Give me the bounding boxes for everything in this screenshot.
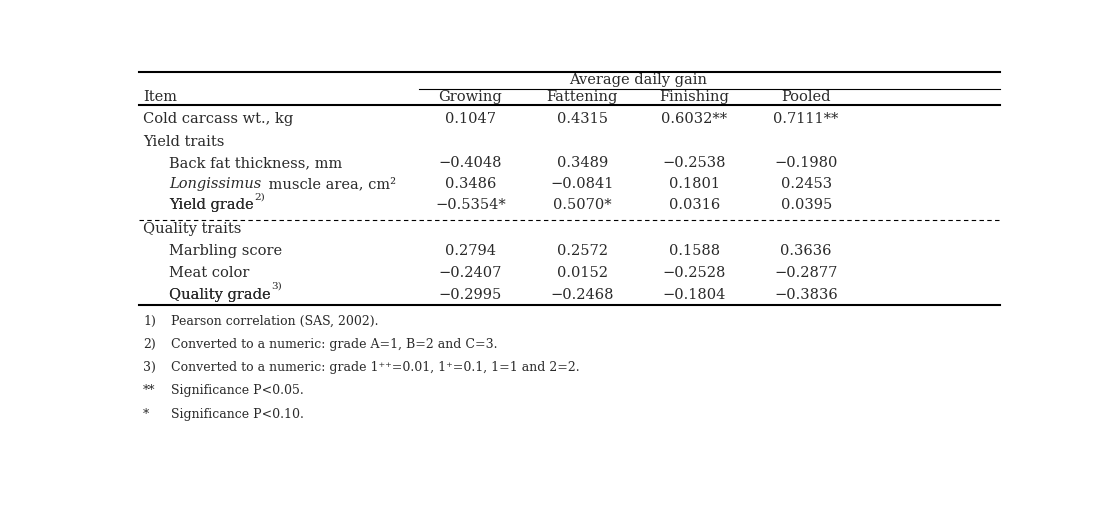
Text: −0.1980: −0.1980 <box>774 156 838 170</box>
Text: 0.1801: 0.1801 <box>669 177 720 191</box>
Text: 0.5070*: 0.5070* <box>553 198 612 212</box>
Text: 0.3486: 0.3486 <box>444 177 496 191</box>
Text: Yield traits: Yield traits <box>143 135 224 149</box>
Text: Yield grade: Yield grade <box>169 198 253 212</box>
Text: Growing: Growing <box>439 90 502 104</box>
Text: −0.0841: −0.0841 <box>551 177 614 191</box>
Text: Quality grade: Quality grade <box>169 288 271 302</box>
Text: Cold carcass wt., kg: Cold carcass wt., kg <box>143 112 293 126</box>
Text: 0.2794: 0.2794 <box>444 244 496 258</box>
Text: Item: Item <box>143 90 177 104</box>
Text: Pooled: Pooled <box>781 90 831 104</box>
Text: 0.0152: 0.0152 <box>557 266 608 280</box>
Text: −0.2528: −0.2528 <box>662 266 725 280</box>
Text: Quality traits: Quality traits <box>143 222 241 236</box>
Text: 2): 2) <box>254 192 266 201</box>
Text: −0.1804: −0.1804 <box>662 288 725 302</box>
Text: Significance P<0.10.: Significance P<0.10. <box>171 407 303 420</box>
Text: 0.4315: 0.4315 <box>557 112 608 126</box>
Text: Converted to a numeric: grade A=1, B=2 and C=3.: Converted to a numeric: grade A=1, B=2 a… <box>171 338 498 351</box>
Text: 0.0395: 0.0395 <box>781 198 832 212</box>
Text: −0.2538: −0.2538 <box>662 156 725 170</box>
Text: −0.2877: −0.2877 <box>774 266 838 280</box>
Text: Yield grade: Yield grade <box>169 198 253 212</box>
Text: 0.6032**: 0.6032** <box>661 112 728 126</box>
Text: 3): 3) <box>271 282 282 291</box>
Text: 1): 1) <box>143 315 156 328</box>
Text: Meat color: Meat color <box>169 266 249 280</box>
Text: 0.1588: 0.1588 <box>669 244 720 258</box>
Text: −0.2995: −0.2995 <box>439 288 502 302</box>
Text: **: ** <box>143 385 156 398</box>
Text: muscle area, cm²: muscle area, cm² <box>263 177 396 191</box>
Text: 0.3489: 0.3489 <box>557 156 608 170</box>
Text: −0.4048: −0.4048 <box>439 156 502 170</box>
Text: −0.3836: −0.3836 <box>774 288 838 302</box>
Text: 0.3636: 0.3636 <box>780 244 832 258</box>
Text: 0.1047: 0.1047 <box>444 112 496 126</box>
Text: *: * <box>143 407 150 420</box>
Text: 0.2572: 0.2572 <box>557 244 608 258</box>
Text: Significance P<0.05.: Significance P<0.05. <box>171 385 303 398</box>
Text: Converted to a numeric: grade 1⁺⁺=0.01, 1⁺=0.1, 1=1 and 2=2.: Converted to a numeric: grade 1⁺⁺=0.01, … <box>171 361 579 374</box>
Text: Back fat thickness, mm: Back fat thickness, mm <box>169 156 342 170</box>
Text: Finishing: Finishing <box>659 90 729 104</box>
Text: Fattening: Fattening <box>547 90 618 104</box>
Text: Quality grade: Quality grade <box>169 288 271 302</box>
Text: Marbling score: Marbling score <box>169 244 282 258</box>
Text: 3): 3) <box>143 361 156 374</box>
Text: Pearson correlation (SAS, 2002).: Pearson correlation (SAS, 2002). <box>171 315 378 328</box>
Text: 0.2453: 0.2453 <box>781 177 832 191</box>
Text: −0.2407: −0.2407 <box>439 266 502 280</box>
Text: Longissimus: Longissimus <box>169 177 261 191</box>
Text: Average daily gain: Average daily gain <box>569 73 708 87</box>
Text: 0.7111**: 0.7111** <box>773 112 839 126</box>
Text: 0.0316: 0.0316 <box>669 198 720 212</box>
Text: 2): 2) <box>143 338 156 351</box>
Text: −0.5354*: −0.5354* <box>436 198 506 212</box>
Text: −0.2468: −0.2468 <box>551 288 614 302</box>
